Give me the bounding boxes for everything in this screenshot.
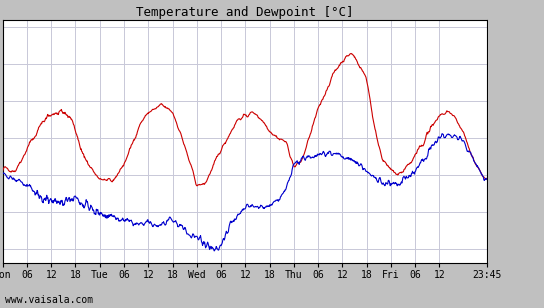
Title: Temperature and Dewpoint [°C]: Temperature and Dewpoint [°C] [136, 6, 354, 19]
Text: www.vaisala.com: www.vaisala.com [5, 295, 94, 305]
